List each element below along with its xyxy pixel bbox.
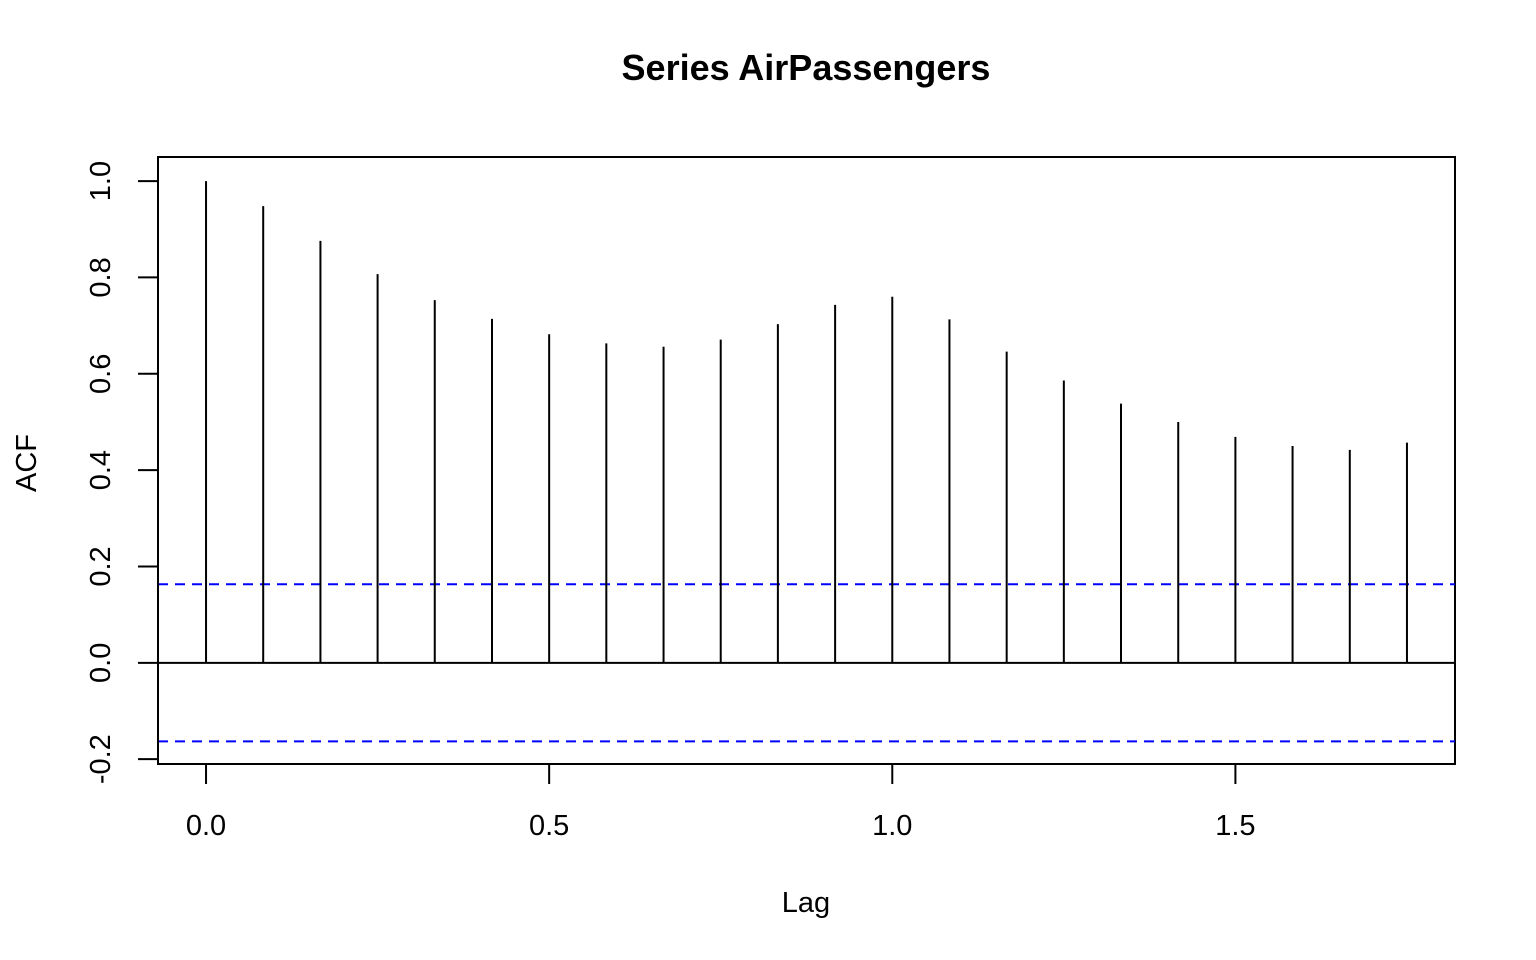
x-axis: 0.0 0.5 1.0 1.5 xyxy=(186,763,1256,842)
plot-frame xyxy=(157,156,1456,765)
y-axis-label: ACF xyxy=(11,434,43,492)
y-tick-label: 0.4 xyxy=(85,450,117,490)
y-tick-label: 0.6 xyxy=(85,354,117,394)
x-tick-label: 1.0 xyxy=(872,810,912,842)
plot-area xyxy=(157,156,1456,765)
x-tick-label: 0.5 xyxy=(529,810,569,842)
y-axis: -0.2 0.0 0.2 0.4 0.6 0.8 1.0 xyxy=(85,161,159,784)
chart-title: Series AirPassengers xyxy=(622,47,991,88)
y-tick-label: 0.2 xyxy=(85,546,117,586)
x-tick-label: 1.5 xyxy=(1215,810,1255,842)
y-tick-label: 0.8 xyxy=(85,257,117,297)
y-tick-label: 1.0 xyxy=(85,161,117,201)
x-tick-label: 0.0 xyxy=(186,810,226,842)
y-tick-label: -0.2 xyxy=(85,734,117,784)
y-tick-label: 0.0 xyxy=(85,643,117,683)
x-axis-label: Lag xyxy=(782,887,830,919)
